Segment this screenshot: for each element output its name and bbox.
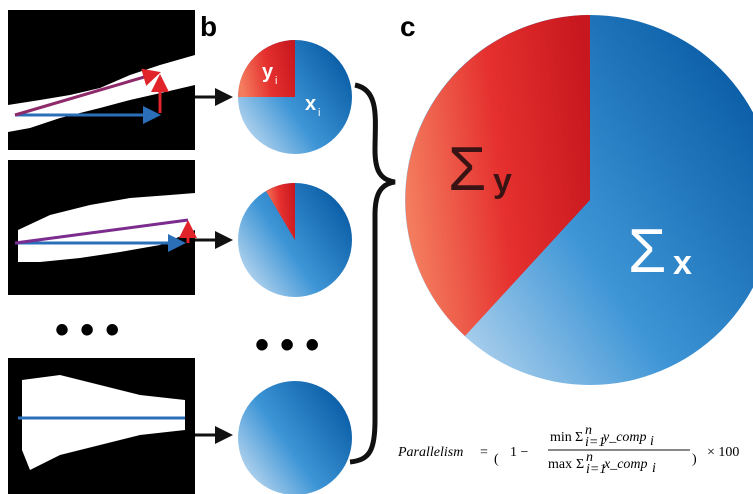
formula-name: Parallelism (397, 445, 463, 460)
formula-term: x_comp (603, 457, 648, 472)
formula-op: min (550, 430, 572, 445)
brace (350, 85, 395, 462)
small-pies (238, 40, 352, 494)
connector-arrows (195, 97, 230, 435)
formula-sub: i (652, 461, 656, 476)
formula-sum: Σ (576, 457, 584, 472)
ellipsis: • • • (55, 308, 119, 352)
formula-op: max (548, 457, 572, 472)
panel-label: a (10, 11, 26, 42)
pie-label: y (262, 61, 274, 83)
pie-label-sub: i (275, 75, 277, 87)
panel-label: c (400, 11, 416, 42)
formula-term: y_comp (601, 430, 647, 445)
panel-label: b (200, 11, 217, 42)
formula: Parallelism = ( 1 − min Σ n i=1 y_comp i… (397, 423, 739, 477)
sum-var: y (493, 162, 512, 200)
formula-sum: Σ (575, 430, 583, 445)
formula-sub: i (650, 434, 654, 449)
formula-times: × 100 (707, 445, 739, 460)
sum-symbol: Σ (448, 135, 486, 204)
formula-paren: ) (692, 452, 697, 467)
sum-symbol: Σ (628, 217, 666, 286)
ellipsis: • • • (255, 323, 319, 367)
sum-var: x (673, 244, 692, 282)
pie-label: x (305, 93, 316, 115)
figure: a b c y i x i • • • • • • Σ y Σ x Parall… (0, 0, 753, 494)
pie-label-sub: i (318, 107, 320, 119)
formula-equals: = (480, 445, 488, 460)
binary-images (8, 10, 195, 494)
formula-one-minus: 1 − (510, 445, 529, 460)
formula-paren: ( (494, 452, 499, 467)
